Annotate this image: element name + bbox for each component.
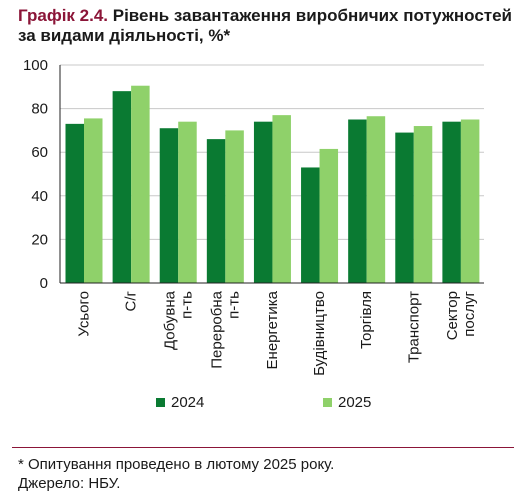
legend-label-2024: 2024 [171,394,205,411]
bar-2025-5 [319,148,339,283]
bar-2024-8 [442,121,461,284]
y-tick-label-60: 60 [31,144,48,161]
x-tick-label-6: Торгівля [358,291,375,349]
bar-2025-6 [366,116,386,283]
x-tick-label-2: Добувнап-ть [161,290,195,350]
bar-2025-3 [225,130,244,283]
x-tick-label-1: С/г [123,290,140,311]
bar-2025-8 [460,119,480,283]
chart-title-label: Графік 2.4. [18,6,109,25]
x-tick-label-7: Транспорт [405,291,422,363]
x-tick-label-8: Секторпослуг [444,290,478,340]
x-tick-label-4: Енергетика [264,290,281,369]
x-tick-label-0: Усього [76,291,93,337]
legend-swatch-2024 [156,398,165,407]
bar-2024-1 [112,91,132,283]
bar-2024-4 [253,121,273,284]
bar-2024-3 [206,139,226,283]
legend-item-2025: 2025 [323,394,371,411]
y-tick-label-80: 80 [31,101,48,118]
y-tick-label-40: 40 [31,188,48,205]
y-tick-label-100: 100 [23,57,48,74]
bar-2024-6 [348,119,367,283]
legend-swatch-2025 [323,398,332,407]
y-tick-label-20: 20 [31,231,48,248]
bar-2025-7 [413,126,433,283]
x-tick-label-3: Переробнап-ть [208,290,242,368]
bar-2024-7 [395,132,414,283]
bar-chart: 0 20 40 60 80 100 Усього С/г Добувнап-ть Переробн… [23,57,484,376]
legend-item-2024: 2024 [156,394,204,411]
y-tick-label-0: 0 [40,275,48,292]
chart-title-text: Рівень завантаження виробничих потужност… [18,6,513,45]
bar-2025-0 [84,118,103,283]
bar-2024-5 [301,167,320,283]
x-tick-label-5: Будівництво [311,291,328,376]
bar-2024-2 [159,128,179,283]
bar-2024-0 [65,123,84,283]
legend: 2024 2025 [0,394,526,414]
bar-2025-4 [272,115,291,283]
legend-label-2025: 2025 [338,394,372,411]
bar-2025-2 [178,121,197,284]
footnote-divider [12,447,514,448]
bar-2025-1 [131,85,150,284]
footnote: * Опитування проведено в лютому 2025 рок… [18,456,335,473]
chart-title: Графік 2.4. Рівень завантаження виробнич… [18,6,518,46]
source-note: Джерело: НБУ. [18,475,121,492]
